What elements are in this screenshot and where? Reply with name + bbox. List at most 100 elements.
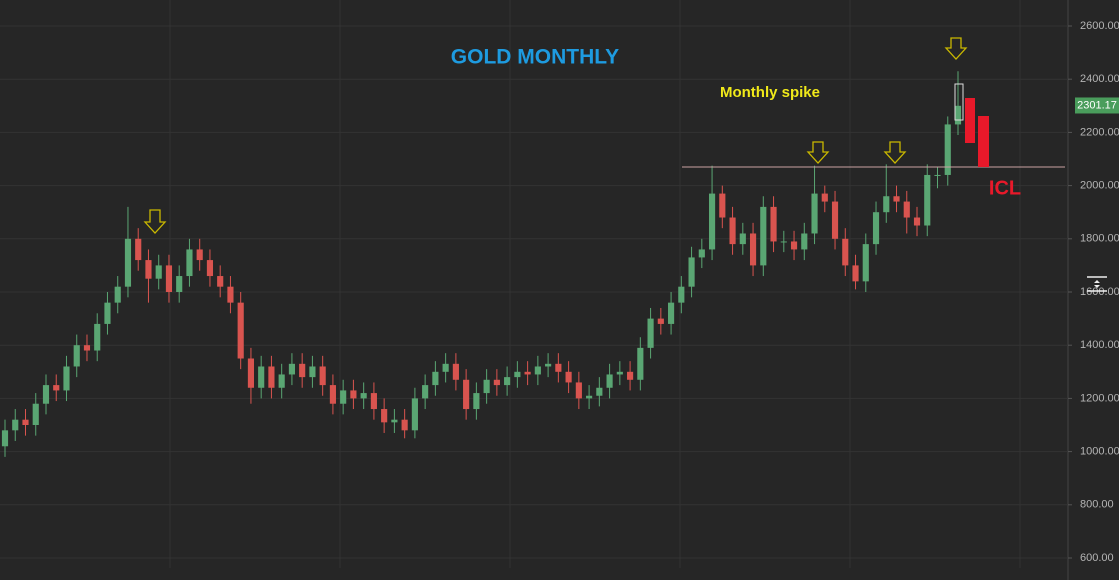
candle-body bbox=[514, 371, 521, 378]
y-tick-label: 2600.00 bbox=[1080, 20, 1119, 32]
candle-body bbox=[698, 249, 705, 258]
candle-body bbox=[432, 371, 439, 386]
candle-body bbox=[155, 265, 162, 279]
candle-body bbox=[22, 419, 29, 425]
candle-body bbox=[94, 323, 101, 351]
grid: 600.00 800.00 1000.00 1200.00 1400.00 1600.00… bbox=[0, 20, 1119, 564]
price-scale-toggle[interactable] bbox=[1087, 276, 1107, 292]
candle-body bbox=[893, 196, 900, 202]
candle-body bbox=[524, 371, 531, 375]
icl-bar bbox=[965, 98, 975, 143]
candle-body bbox=[493, 379, 500, 386]
candle-body bbox=[678, 286, 685, 303]
candle-body bbox=[114, 286, 121, 303]
candle-body bbox=[534, 366, 541, 375]
candle-body bbox=[545, 363, 552, 367]
y-tick-label: 2000.00 bbox=[1080, 180, 1119, 192]
candle-body bbox=[749, 233, 757, 266]
arrow bbox=[944, 37, 968, 60]
candle-body bbox=[83, 345, 91, 351]
candle-body bbox=[657, 318, 664, 324]
candle-body bbox=[944, 124, 951, 175]
candle-body bbox=[780, 241, 787, 243]
candle-body bbox=[913, 217, 921, 226]
candle-body bbox=[708, 193, 716, 250]
candle-body bbox=[483, 379, 490, 394]
candle-body bbox=[288, 363, 295, 375]
candle-body bbox=[350, 390, 357, 399]
y-tick-label: 1000.00 bbox=[1080, 446, 1119, 458]
candle-body bbox=[411, 398, 418, 431]
candle-body bbox=[852, 265, 859, 282]
candle-body bbox=[237, 302, 244, 359]
candle-body bbox=[883, 196, 890, 213]
candle-body bbox=[729, 217, 736, 245]
candle-body bbox=[647, 318, 654, 348]
candle-body bbox=[401, 419, 408, 431]
candle-body bbox=[668, 302, 675, 324]
candle-body bbox=[186, 249, 193, 277]
arrow bbox=[806, 141, 830, 164]
candle-body bbox=[53, 385, 60, 391]
candle-body bbox=[309, 366, 316, 378]
candle-body bbox=[422, 385, 429, 399]
candle-body bbox=[176, 276, 183, 292]
candle-body bbox=[360, 393, 367, 399]
toggle-icon bbox=[1094, 280, 1100, 288]
candle-body bbox=[606, 374, 613, 388]
candle-body bbox=[473, 393, 480, 410]
candle-body bbox=[565, 371, 572, 383]
y-tick-label: 800.00 bbox=[1080, 499, 1114, 511]
annotation: Monthly spike bbox=[720, 84, 820, 101]
y-tick-label: 1200.00 bbox=[1080, 392, 1119, 404]
arrow bbox=[883, 141, 907, 164]
candle-body bbox=[862, 244, 869, 282]
candle-body bbox=[165, 265, 173, 292]
candle-body bbox=[278, 374, 285, 388]
vertical-grid bbox=[169, 0, 1021, 568]
icl-bar bbox=[978, 116, 989, 167]
candle-body bbox=[452, 363, 459, 380]
candle-body bbox=[329, 385, 336, 404]
candle-body bbox=[801, 233, 808, 250]
y-tick-label: 1400.00 bbox=[1080, 339, 1119, 351]
candle-body bbox=[391, 419, 398, 423]
candle-body bbox=[790, 241, 798, 250]
candle-body bbox=[831, 201, 839, 239]
arrow bbox=[143, 209, 167, 234]
chart-title: GOLD MONTHLY bbox=[451, 46, 619, 69]
candle-body bbox=[340, 390, 347, 404]
candle-body bbox=[555, 363, 562, 372]
candle-body bbox=[627, 371, 634, 380]
candle-body bbox=[1, 430, 9, 447]
candle-body bbox=[135, 238, 142, 261]
candle-body bbox=[12, 419, 19, 431]
candle-body bbox=[575, 382, 582, 399]
candle-body bbox=[719, 193, 726, 218]
y-tick-label: 1800.00 bbox=[1080, 233, 1119, 245]
spike-box bbox=[954, 83, 964, 121]
candle-body bbox=[104, 302, 111, 324]
candle-body bbox=[688, 257, 695, 287]
candle-body bbox=[924, 174, 931, 226]
candle-body bbox=[463, 379, 470, 410]
candle-body bbox=[227, 286, 234, 303]
y-tick-label: 2400.00 bbox=[1080, 73, 1119, 85]
candle-body bbox=[63, 366, 70, 391]
candle-body bbox=[73, 345, 80, 367]
candle-body bbox=[903, 201, 910, 218]
candle-body bbox=[299, 363, 306, 378]
candle-body bbox=[42, 385, 50, 404]
candle-body bbox=[196, 249, 203, 261]
candle-body bbox=[370, 393, 377, 410]
candle-body bbox=[821, 193, 828, 202]
candle-body bbox=[319, 366, 326, 386]
arrows bbox=[143, 37, 968, 234]
candle-body bbox=[739, 233, 746, 245]
candle-body bbox=[442, 363, 449, 372]
last-price-label: 2301.17 bbox=[1077, 99, 1117, 111]
last-price-box bbox=[1075, 97, 1119, 114]
candle-body bbox=[268, 366, 275, 388]
candle-body bbox=[760, 206, 767, 266]
